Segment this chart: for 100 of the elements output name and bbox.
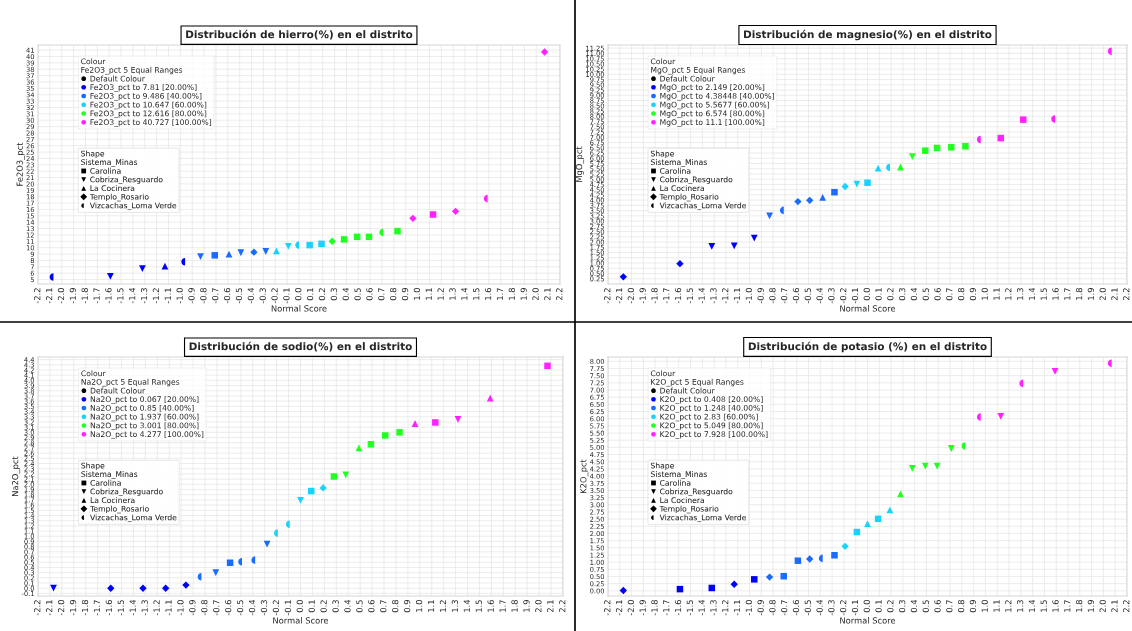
x-tick-label: -1.1 bbox=[164, 288, 171, 304]
point bbox=[997, 412, 1005, 420]
x-tick-label: 1.7 bbox=[499, 600, 506, 612]
x-tick-label: 1.8 bbox=[511, 600, 518, 612]
point bbox=[751, 576, 758, 583]
point bbox=[908, 153, 916, 160]
x-tick-label: 0.5 bbox=[354, 288, 361, 301]
point bbox=[432, 419, 439, 426]
x-tick-label: 2.0 bbox=[535, 600, 542, 613]
x-tick-label: -1.9 bbox=[639, 288, 646, 304]
x-tick-label: 0.1 bbox=[306, 288, 314, 301]
x-tick-label: -1.1 bbox=[733, 288, 741, 304]
chart-title: Distribución de sodio(%) en el distrito bbox=[189, 341, 412, 352]
x-tick-label: 0.6 bbox=[934, 288, 941, 301]
x-tick-label: 2.1 bbox=[1111, 288, 1118, 301]
point bbox=[429, 211, 437, 218]
x-tick-label: -0.8 bbox=[200, 288, 207, 304]
x-tick-label: -2.1 bbox=[615, 288, 623, 304]
x-tick-label: -1.4 bbox=[698, 599, 705, 616]
x-tick-label: -1.6 bbox=[105, 600, 113, 616]
x-tick-label: -0.7 bbox=[781, 288, 788, 304]
point bbox=[263, 540, 271, 548]
x-tick-label: 1.5 bbox=[473, 288, 480, 300]
point bbox=[794, 557, 802, 564]
x-tick-label: -0.7 bbox=[213, 600, 220, 616]
x-tick-label: -0.6 bbox=[223, 288, 231, 304]
point bbox=[212, 569, 220, 577]
point bbox=[874, 164, 882, 172]
x-tick-label: 2.2 bbox=[559, 600, 566, 613]
chart-title: Distribución de magnesio(%) en el distrito bbox=[744, 29, 992, 41]
x-tick-label: 0.3 bbox=[899, 288, 906, 301]
x-tick-label: -2.1 bbox=[615, 600, 623, 616]
point bbox=[284, 243, 292, 250]
x-tick-label: -1.3 bbox=[710, 288, 717, 304]
x-axis-title: Normal Score bbox=[840, 617, 896, 624]
x-tick-label: -2.2 bbox=[604, 288, 611, 304]
x-tick-label: -0.8 bbox=[201, 600, 208, 616]
x-tick-label: 2.1 bbox=[1111, 600, 1118, 613]
x-tick-label: -0.2 bbox=[272, 600, 280, 616]
point bbox=[962, 143, 969, 150]
x-tick-label: 1.7 bbox=[1064, 600, 1071, 612]
x-tick-label: -0.1 bbox=[283, 288, 290, 304]
x-tick-label: 2.2 bbox=[1123, 288, 1130, 301]
x-tick-label: 2.2 bbox=[556, 288, 563, 301]
x-tick-label: -0.2 bbox=[840, 600, 847, 616]
x-tick-label: -1.8 bbox=[81, 288, 88, 304]
x-tick-label: -1.7 bbox=[663, 600, 670, 616]
x-tick-label: -0.9 bbox=[188, 288, 195, 304]
point bbox=[780, 572, 788, 580]
x-tick-label: 1.0 bbox=[981, 600, 988, 612]
x-tick-label: -1.8 bbox=[651, 288, 658, 304]
point bbox=[933, 462, 941, 470]
x-tick-label: 0.0 bbox=[296, 600, 303, 613]
x-tick-label: 1.6 bbox=[1052, 600, 1059, 612]
x-tick-label: 2.0 bbox=[532, 288, 539, 301]
point bbox=[340, 236, 348, 243]
x-tick-label: 1.9 bbox=[523, 600, 530, 612]
x-tick-label: 0.7 bbox=[946, 288, 953, 301]
x-tick-label: 0.7 bbox=[378, 288, 385, 301]
x-tick-label: -2.0 bbox=[57, 288, 65, 304]
point bbox=[765, 573, 774, 581]
point bbox=[411, 420, 419, 427]
x-tick-label: 0.6 bbox=[934, 600, 941, 613]
x-tick-label: -1.5 bbox=[117, 288, 124, 304]
x-tick-label: -0.6 bbox=[225, 600, 232, 616]
x-tick-label: -2.1 bbox=[46, 600, 53, 616]
x-tick-label: -0.8 bbox=[769, 288, 776, 304]
point bbox=[750, 234, 758, 242]
x-tick-label: 1.4 bbox=[463, 599, 470, 612]
x-tick-label: 0.9 bbox=[969, 600, 977, 613]
point bbox=[730, 580, 738, 588]
x-tick-label: 1.2 bbox=[1005, 288, 1012, 300]
point bbox=[708, 243, 716, 250]
point bbox=[1051, 367, 1059, 375]
point bbox=[162, 584, 170, 592]
x-tick-label: 0.7 bbox=[380, 600, 387, 613]
x-tick-label: -0.3 bbox=[260, 600, 268, 616]
x-tick-label: 1.6 bbox=[487, 600, 494, 612]
point bbox=[226, 559, 234, 566]
x-tick-label: 2.1 bbox=[544, 288, 551, 301]
x-tick-label: -1.9 bbox=[69, 600, 77, 616]
x-tick-label: -2.0 bbox=[627, 288, 635, 304]
point bbox=[766, 212, 773, 220]
x-tick-label: 1.6 bbox=[484, 288, 492, 300]
point bbox=[897, 490, 904, 498]
x-tick-label: -0.5 bbox=[804, 600, 811, 616]
x-tick-label: -0.3 bbox=[828, 600, 835, 616]
x-tick-label: -0.2 bbox=[840, 288, 847, 304]
x-tick-label: 0.8 bbox=[957, 600, 965, 613]
point bbox=[330, 473, 338, 480]
x-tick-label: 0.0 bbox=[295, 288, 302, 301]
point bbox=[831, 552, 838, 559]
x-tick-label: 2.0 bbox=[1099, 600, 1106, 613]
chart-title: Distribución de potasio (%) en el distrito bbox=[748, 341, 987, 353]
point bbox=[306, 241, 313, 249]
x-tick-label: 0.2 bbox=[318, 288, 326, 301]
x-tick-label: 0.1 bbox=[875, 288, 882, 301]
point bbox=[454, 415, 462, 423]
y-axis-title: MgO_pct bbox=[575, 146, 585, 182]
x-tick-label: -1.9 bbox=[639, 600, 646, 616]
